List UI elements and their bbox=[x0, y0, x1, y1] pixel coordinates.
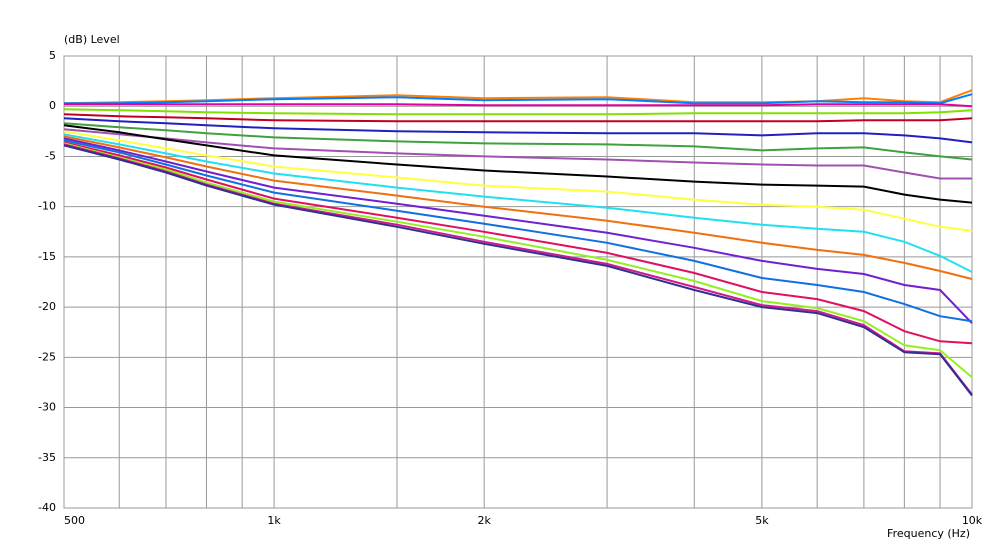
series-line bbox=[63, 124, 973, 204]
series-line bbox=[63, 117, 973, 144]
y-tick-label: -5 bbox=[45, 149, 56, 162]
series-line bbox=[63, 141, 973, 345]
series-line bbox=[63, 144, 973, 397]
x-tick-label: 1k bbox=[267, 514, 281, 527]
series-line bbox=[63, 108, 973, 116]
y-tick-label: -15 bbox=[38, 250, 56, 263]
series-line bbox=[63, 122, 973, 161]
x-tick-label: 2k bbox=[477, 514, 491, 527]
x-tick-label: 10k bbox=[962, 514, 983, 527]
y-tick-label: -10 bbox=[38, 200, 56, 213]
x-axis-label: Frequency (Hz) bbox=[887, 527, 970, 540]
series-line bbox=[63, 142, 973, 379]
x-tick-label: 500 bbox=[64, 514, 85, 527]
x-tick-label: 5k bbox=[755, 514, 769, 527]
series-line bbox=[63, 135, 973, 280]
plot-area bbox=[63, 55, 973, 509]
series-line bbox=[63, 113, 973, 123]
y-tick-label: -35 bbox=[38, 451, 56, 464]
y-axis-label: (dB) Level bbox=[64, 33, 120, 46]
y-tick-label: -25 bbox=[38, 350, 56, 363]
y-tick-label: -20 bbox=[38, 300, 56, 313]
series-line bbox=[64, 103, 973, 108]
series-line bbox=[63, 130, 973, 232]
y-tick-label: 0 bbox=[49, 99, 56, 112]
y-tick-label: -40 bbox=[38, 501, 56, 514]
series-line bbox=[63, 128, 972, 180]
series-line bbox=[63, 139, 973, 323]
series-line bbox=[64, 93, 973, 105]
y-tick-label: 5 bbox=[49, 49, 56, 62]
series-line bbox=[63, 137, 973, 324]
series-line bbox=[63, 133, 973, 273]
y-tick-label: -30 bbox=[38, 401, 56, 414]
